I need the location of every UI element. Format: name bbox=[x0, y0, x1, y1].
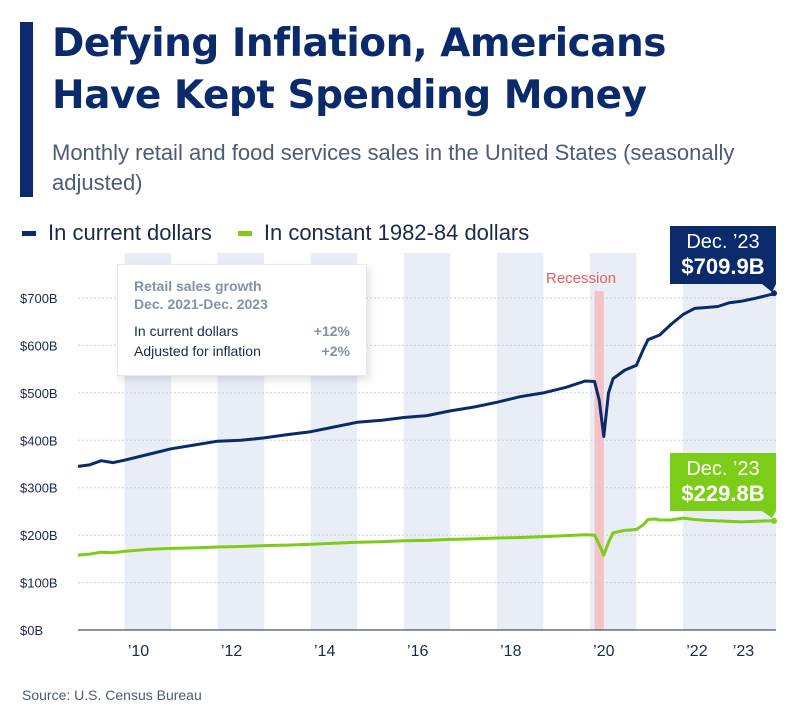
year-band bbox=[729, 253, 776, 630]
series-line-current-dollars bbox=[77, 291, 777, 468]
recession-label: Recession bbox=[546, 270, 617, 287]
infobox-row-current: In current dollars +12% bbox=[134, 321, 350, 341]
y-tick-label: $0B bbox=[20, 623, 43, 638]
callout-constant-date: Dec. ’23 bbox=[686, 458, 760, 480]
x-tick-label: ’16 bbox=[407, 643, 428, 660]
infobox-row-inflation: Adjusted for inflation +2% bbox=[134, 341, 350, 361]
series-line-constant-dollars bbox=[77, 516, 776, 557]
year-band bbox=[496, 253, 544, 630]
x-tick-label: ’20 bbox=[593, 643, 614, 660]
legend: In current dollars In constant 1982-84 d… bbox=[22, 220, 555, 246]
x-tick-label: ’10 bbox=[128, 643, 149, 660]
callout-pointer-current bbox=[762, 284, 776, 292]
end-point-constant bbox=[771, 517, 777, 524]
y-tick-label: $200B bbox=[20, 528, 58, 543]
infobox-row-label: In current dollars bbox=[134, 323, 239, 339]
chart-subtitle: Monthly retail and food services sales i… bbox=[52, 140, 735, 195]
y-tick-label: $100B bbox=[20, 576, 58, 591]
recession-band bbox=[594, 291, 604, 630]
y-tick-label: $500B bbox=[20, 386, 58, 401]
legend-item-constant: In constant 1982-84 dollars bbox=[237, 220, 530, 246]
legend-swatch-constant bbox=[237, 230, 252, 236]
y-tick-label: $700B bbox=[20, 291, 58, 306]
x-tick-label: ’14 bbox=[314, 643, 335, 660]
y-tick-label: $600B bbox=[20, 338, 58, 353]
infobox-row-label: Adjusted for inflation bbox=[134, 343, 261, 359]
x-tick-label: ’18 bbox=[500, 643, 521, 660]
callout-pointer-constant bbox=[762, 511, 776, 518]
x-tick-label: ’23 bbox=[733, 643, 754, 660]
growth-infobox: Retail sales growth Dec. 2021-Dec. 2023 … bbox=[117, 264, 367, 376]
infobox-title-line2: Dec. 2021-Dec. 2023 bbox=[134, 296, 268, 312]
callout-current-date: Dec. ’23 bbox=[686, 231, 760, 253]
legend-swatch-current bbox=[22, 230, 36, 236]
x-tick-label: ’22 bbox=[686, 643, 707, 660]
infobox-title-line1: Retail sales growth bbox=[134, 278, 262, 294]
callout-current-dollars: Dec. ’23 $709.9B bbox=[670, 226, 776, 284]
x-tick-label: ’12 bbox=[221, 643, 242, 660]
source-note: Source: U.S. Census Bureau bbox=[22, 687, 202, 703]
legend-label-constant: In constant 1982-84 dollars bbox=[263, 220, 530, 245]
y-tick-label: $300B bbox=[20, 481, 58, 496]
legend-item-current: In current dollars bbox=[22, 220, 212, 246]
year-band bbox=[403, 253, 451, 630]
infobox-row-value: +12% bbox=[313, 323, 350, 339]
title-accent-bar bbox=[20, 22, 33, 197]
chart-title: Defying Inflation, Americans Have Kept S… bbox=[52, 21, 667, 118]
legend-label-current: In current dollars bbox=[48, 220, 212, 245]
infobox-row-value: +2% bbox=[321, 343, 350, 359]
y-tick-label: $400B bbox=[20, 433, 58, 448]
callout-current-value: $709.9B bbox=[681, 254, 765, 279]
end-point-current bbox=[771, 290, 777, 297]
callout-constant-dollars: Dec. ’23 $229.8B bbox=[670, 453, 776, 511]
callout-constant-value: $229.8B bbox=[681, 481, 765, 506]
year-band bbox=[682, 253, 730, 630]
